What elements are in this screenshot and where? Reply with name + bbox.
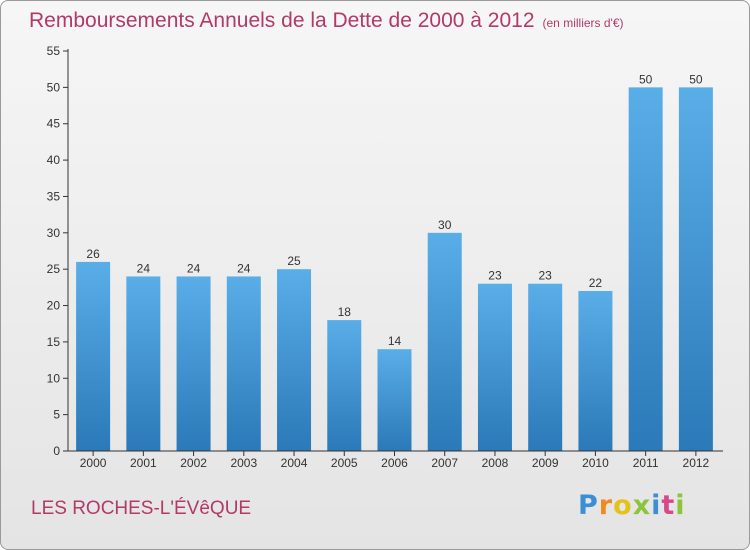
- bar-2006: [377, 349, 412, 451]
- bar-value-label: 26: [86, 247, 100, 261]
- chart-unit: (en milliers d'€): [542, 16, 624, 30]
- bar-2004: [277, 269, 312, 451]
- bar-value-label: 50: [689, 72, 703, 86]
- bar-2000: [76, 261, 111, 451]
- location-name: LES ROCHES-L'ÉVêQUE: [31, 498, 252, 519]
- y-tick-label: 20: [47, 299, 61, 313]
- bar-value-label: 30: [438, 218, 452, 232]
- bar-2012: [678, 87, 713, 451]
- bar-value-label: 24: [237, 261, 251, 275]
- bar-2003: [226, 276, 261, 451]
- x-tick-label: 2001: [130, 456, 157, 470]
- bar-value-label: 14: [388, 334, 402, 348]
- logo-letter: i: [651, 490, 662, 521]
- bar-2001: [126, 276, 161, 451]
- x-tick-label: 2000: [80, 456, 107, 470]
- x-tick-label: 2008: [482, 456, 509, 470]
- x-tick-label: 2006: [381, 456, 408, 470]
- bar-value-label: 18: [338, 305, 352, 319]
- y-tick-label: 35: [47, 189, 61, 203]
- x-tick-label: 2009: [532, 456, 559, 470]
- y-tick-label: 55: [47, 44, 61, 58]
- y-tick-label: 30: [47, 226, 61, 240]
- bar-2008: [477, 283, 512, 451]
- logo-letter: P: [578, 490, 599, 521]
- x-tick-label: 2010: [582, 456, 609, 470]
- logo-letter: r: [598, 490, 614, 521]
- x-axis: 2000 2001 2002 2003 2004 2005 2006 2007 2008 2009…: [68, 450, 723, 470]
- bar-2010: [578, 291, 613, 451]
- bar-value-label: 50: [639, 72, 653, 86]
- x-tick-label: 2004: [281, 456, 308, 470]
- bar-2005: [327, 320, 362, 451]
- chart-title: Remboursements Annuels de la Dette de 20…: [29, 9, 535, 32]
- bar-value-label: 24: [137, 261, 151, 275]
- y-tick-label: 45: [47, 117, 61, 131]
- bar-value-label: 23: [539, 269, 553, 283]
- proxiti-logo: Proxiti: [578, 490, 686, 521]
- bar-2009: [528, 283, 563, 451]
- y-tick-label: 10: [47, 371, 61, 385]
- logo-letter: o: [613, 490, 633, 521]
- logo-letter: x: [632, 490, 652, 521]
- bar-2002: [176, 276, 211, 451]
- y-tick-label: 25: [47, 262, 61, 276]
- y-tick-label: 50: [47, 80, 61, 94]
- bar-value-label: 22: [589, 276, 603, 290]
- title-row: Remboursements Annuels de la Dette de 20…: [29, 9, 624, 33]
- y-axis: 0 5 10 15 20 25 30 35 40 45 50 55: [47, 44, 69, 458]
- bar-value-label: 25: [287, 254, 301, 268]
- x-tick-label: 2012: [683, 456, 710, 470]
- bars: 26 24 24 24 25 18 14 30 23 23 22 50 50: [76, 72, 713, 451]
- logo-letter: t: [661, 490, 676, 521]
- bar-value-label: 23: [488, 269, 502, 283]
- bar-value-label: 24: [187, 261, 201, 275]
- y-tick-label: 0: [53, 444, 60, 458]
- bar-2007: [427, 232, 462, 451]
- x-tick-label: 2005: [331, 456, 358, 470]
- logo-letter: i: [675, 490, 686, 521]
- y-tick-label: 5: [53, 408, 60, 422]
- y-tick-label: 40: [47, 153, 61, 167]
- bar-2011: [628, 87, 663, 451]
- x-tick-label: 2007: [431, 456, 458, 470]
- x-tick-label: 2002: [180, 456, 207, 470]
- x-tick-label: 2003: [230, 456, 257, 470]
- y-tick-label: 15: [47, 335, 61, 349]
- x-tick-label: 2011: [633, 456, 659, 470]
